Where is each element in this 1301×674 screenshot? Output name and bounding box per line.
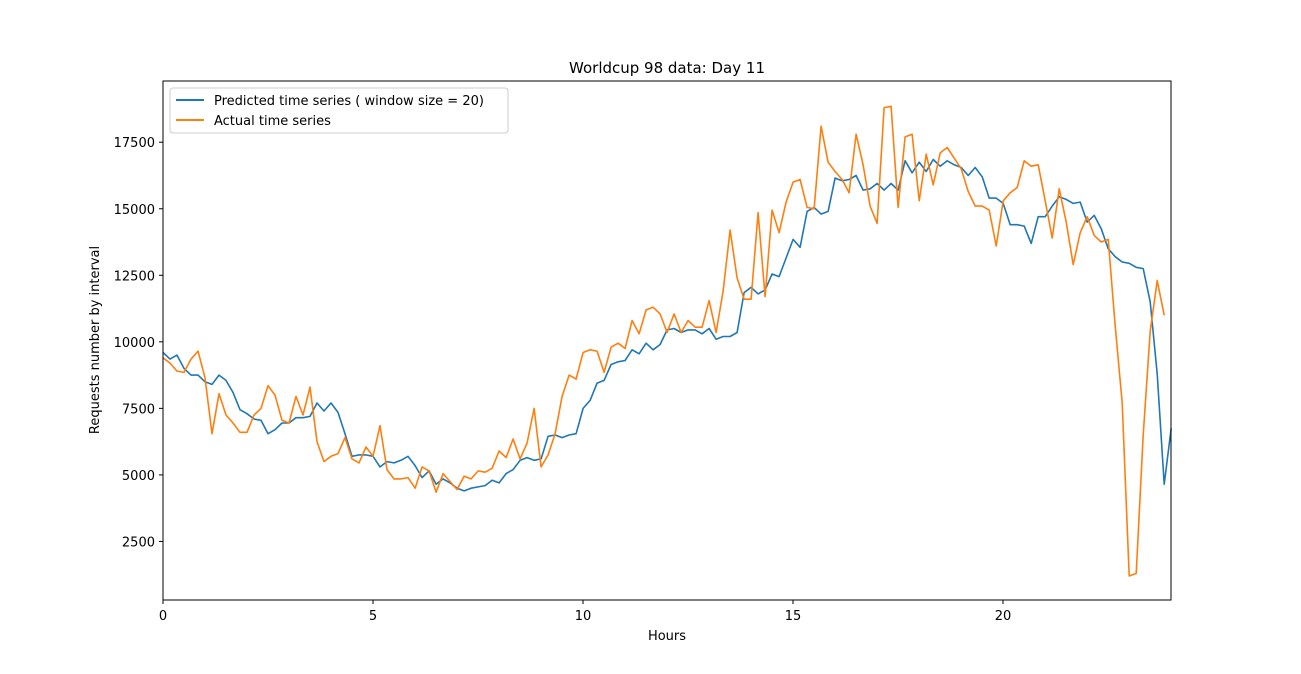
y-tick-label: 12500 (114, 269, 155, 284)
plot-background (163, 81, 1171, 600)
y-tick-label: 2500 (122, 535, 155, 550)
legend: Predicted time series ( window size = 20… (169, 87, 509, 134)
y-axis-title: Requests number by interval (88, 246, 103, 434)
y-axis: 2500 5000 7500 10000 12500 15000 17500 (114, 136, 163, 550)
chart-title: Worldcup 98 data: Day 11 (569, 59, 765, 77)
plot-area (162, 80, 1172, 601)
y-tick-label: 17500 (114, 136, 155, 151)
x-tick-label: 5 (369, 609, 377, 624)
plot-frame (162, 80, 1172, 601)
legend-box (169, 87, 509, 134)
x-axis-title: Hours (648, 629, 686, 644)
x-tick-label: 10 (575, 609, 592, 624)
x-axis: 0 5 10 15 20 (159, 600, 1011, 624)
y-tick-label: 7500 (122, 402, 155, 417)
y-tick-label: 10000 (114, 336, 155, 351)
x-tick-label: 15 (785, 609, 802, 624)
y-tick-label: 15000 (114, 203, 155, 218)
x-tick-label: 20 (995, 609, 1012, 624)
y-tick-label: 5000 (122, 469, 155, 484)
legend-label-predicted: Predicted time series ( window size = 20… (214, 94, 484, 109)
series-line-actual (162, 105, 1165, 577)
legend-label-actual: Actual time series (214, 114, 331, 129)
series-layer (162, 105, 1172, 577)
x-tick-label: 0 (159, 609, 167, 624)
